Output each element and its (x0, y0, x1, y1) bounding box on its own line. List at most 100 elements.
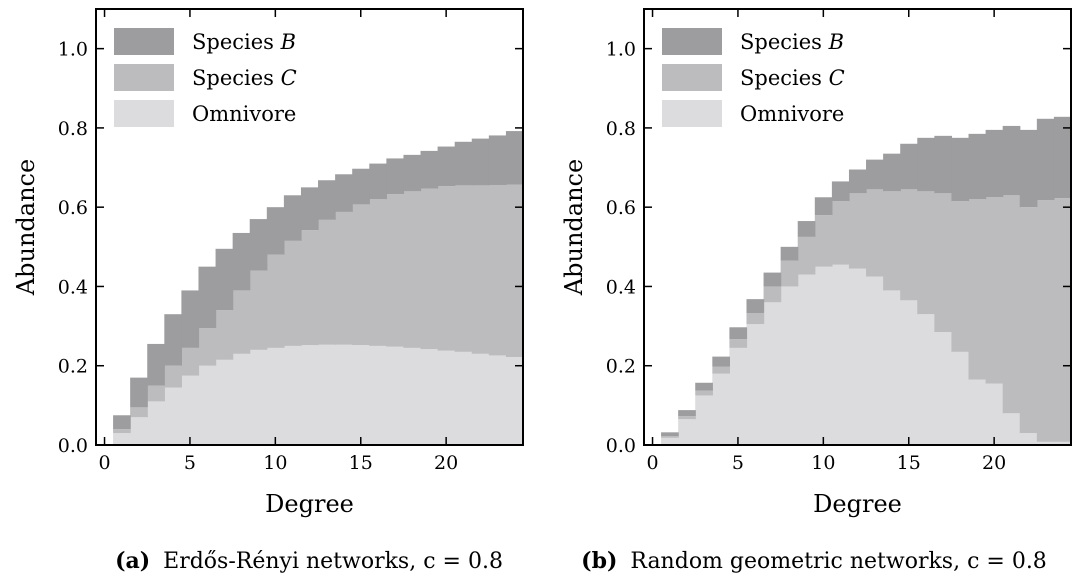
y-tick-label: 0.6 (606, 197, 636, 219)
area-species-b-bin (678, 410, 696, 417)
area-omnivore-bin (797, 274, 816, 445)
area-species-c-bin (746, 313, 765, 325)
area-omnivore-bin (848, 268, 867, 445)
area-species-b-bin (866, 159, 884, 190)
area-omnivore-bin (883, 290, 901, 445)
area-omnivore-bin (386, 346, 405, 445)
area-species-b-bin (386, 158, 405, 195)
area-species-b-bin (335, 174, 353, 212)
area-omnivore-bin (130, 417, 148, 445)
area-omnivore-bin (712, 373, 730, 445)
x-tick-label: 15 (349, 452, 373, 474)
panel-b-frame (643, 8, 1072, 446)
x-tick-label: 10 (263, 452, 287, 474)
area-omnivore-bin (1002, 413, 1021, 445)
area-omnivore-bin (318, 344, 336, 445)
area-species-b-bin (300, 187, 319, 231)
area-species-c-bin (797, 236, 816, 275)
area-species-b-bin (403, 154, 422, 192)
area-species-b-bin (437, 146, 456, 187)
area-omnivore-bin (729, 347, 748, 445)
area-species-b-bin (488, 135, 507, 185)
area-omnivore-bin (968, 379, 987, 445)
area-omnivore-bin (831, 264, 850, 445)
legend-label-prefix: Species (740, 30, 829, 54)
area-omnivore-bin (763, 302, 782, 445)
area-omnivore-bin (951, 351, 970, 445)
area-species-b-bin (746, 299, 765, 314)
legend-label-prefix: Species (192, 30, 281, 54)
x-tick-label: 20 (982, 452, 1006, 474)
area-species-b-bin (420, 150, 439, 189)
area-species-c-bin (883, 191, 901, 291)
caption-a: (a) Erdős-Rényi networks, c = 0.8 (115, 548, 503, 574)
y-tick-label: 1.0 (606, 39, 636, 61)
area-species-b-bin (917, 137, 935, 192)
y-tick-label: 0.2 (58, 356, 88, 378)
area-species-c-bin (181, 347, 200, 376)
area-omnivore-bin (454, 351, 473, 445)
y-tick-label: 0.0 (58, 435, 88, 457)
area-species-b-bin (985, 129, 1004, 198)
area-species-c-bin (712, 366, 730, 374)
area-species-b-bin (164, 314, 182, 366)
area-species-c-bin (831, 201, 850, 265)
area-species-b-bin (198, 266, 217, 329)
area-species-c-bin (678, 416, 696, 420)
area-species-c-bin (283, 240, 302, 346)
legend-label-species-c: Species C (192, 66, 297, 90)
area-species-c-bin (1002, 195, 1021, 414)
x-tick-label: 0 (646, 452, 658, 474)
y-tick-label: 0.0 (606, 435, 636, 457)
panel-b-y-ticks: 0.0 0.2 0.4 0.6 0.8 1.0 (606, 39, 1071, 457)
area-species-c-bin (335, 211, 353, 345)
area-species-c-bin (505, 184, 524, 358)
area-species-b-bin (1036, 118, 1055, 201)
legend-label-species-b: Species B (740, 30, 844, 54)
area-omnivore-bin (505, 357, 524, 445)
area-species-b-bin (729, 327, 748, 340)
panel-b-y-axis-label: Abundance (560, 159, 588, 296)
panel-a-frame (95, 8, 524, 446)
area-species-b-bin (831, 181, 850, 202)
area-species-c-bin (729, 339, 748, 348)
area-omnivore-bin (934, 332, 953, 445)
panel-a-areas (113, 131, 524, 445)
area-species-c-bin (934, 193, 953, 333)
area-species-b-bin (249, 219, 268, 271)
area-omnivore-bin (661, 437, 679, 445)
x-tick-label: 15 (897, 452, 921, 474)
caption-a-text: Erdős-Rényi networks, c = 0.8 (163, 549, 503, 574)
area-omnivore-bin (249, 349, 268, 445)
area-omnivore-bin (1019, 433, 1038, 445)
area-omnivore-bin (678, 419, 696, 445)
area-omnivore-bin (1053, 441, 1072, 445)
area-species-c-bin (113, 429, 131, 434)
area-omnivore-bin (420, 349, 439, 445)
area-omnivore-bin (335, 344, 353, 445)
area-species-b-bin (814, 197, 833, 216)
x-tick-label: 0 (98, 452, 110, 474)
area-omnivore-bin (746, 324, 765, 445)
area-species-b-bin (934, 135, 953, 194)
area-species-c-bin (763, 286, 782, 303)
area-omnivore-bin (369, 345, 387, 445)
area-omnivore-bin (780, 286, 799, 445)
legend-label-species-c: Species C (740, 66, 845, 90)
area-species-c-bin (866, 189, 884, 277)
area-omnivore-bin (437, 350, 456, 445)
area-species-b-bin (113, 415, 131, 430)
area-species-c-bin (695, 390, 713, 396)
caption-b: (b) Random geometric networks, c = 0.8 (581, 548, 1047, 574)
panel-a-x-axis-label: Degree (265, 490, 354, 518)
legend-label-omnivore: Omnivore (740, 102, 844, 126)
panel-a-x-ticks: 0 5 10 15 20 (98, 9, 458, 474)
area-species-b-bin (454, 141, 473, 186)
legend-label-letter: C (281, 66, 297, 90)
legend-swatch-species-b (662, 28, 722, 55)
area-species-c-bin (420, 188, 439, 350)
area-species-b-bin (1002, 125, 1021, 196)
area-species-c-bin (454, 185, 473, 352)
area-species-c-bin (900, 189, 918, 301)
area-species-c-bin (249, 270, 268, 350)
